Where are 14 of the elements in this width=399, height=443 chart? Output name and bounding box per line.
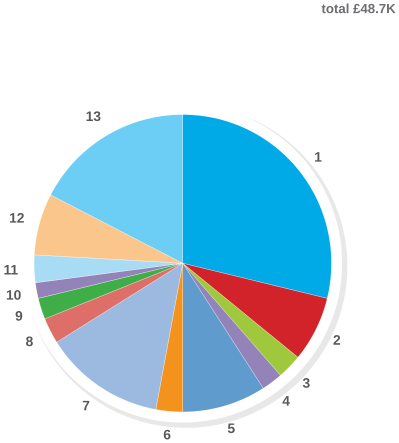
slice-label: 10 [6, 290, 21, 300]
slice-label: 4 [282, 396, 290, 406]
slice-label: 8 [26, 336, 33, 346]
slice-label: 5 [228, 424, 235, 434]
chart-title: total £48.7K [322, 4, 396, 14]
slice-label: 9 [15, 311, 22, 321]
slice-label: 12 [10, 213, 24, 223]
slice-label: 7 [82, 400, 90, 410]
slice-label: 6 [164, 430, 170, 440]
slice-label: 13 [86, 111, 100, 122]
slice-label: 1 [314, 152, 322, 162]
slice-label: 11 [4, 264, 18, 274]
slice-label: 2 [333, 335, 340, 345]
slice-label: 3 [302, 378, 310, 388]
